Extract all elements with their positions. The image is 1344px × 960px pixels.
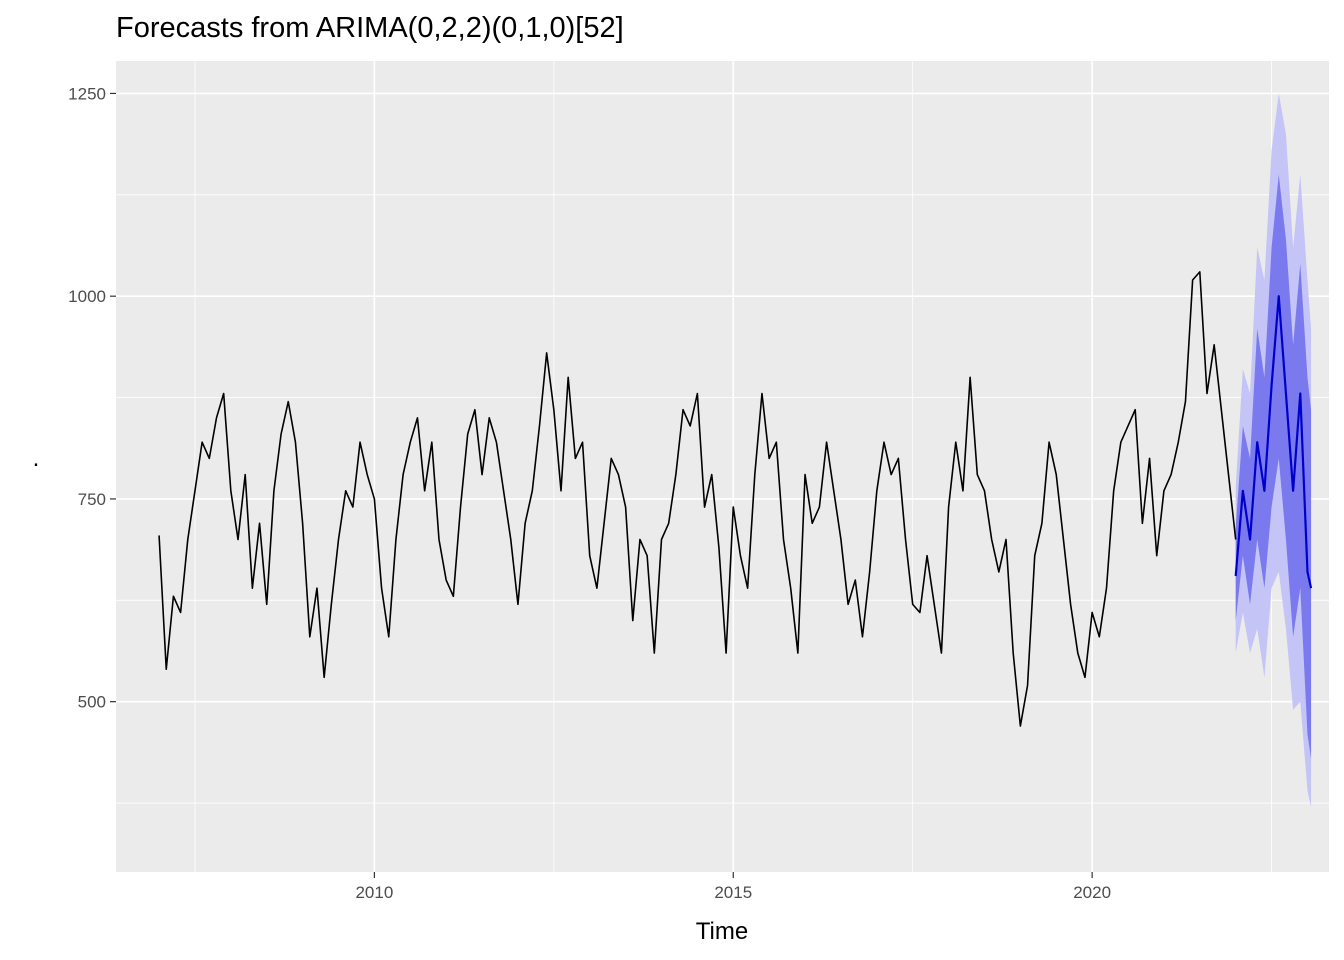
plot-panel [116, 61, 1329, 872]
prediction-band-80 [1235, 174, 1312, 759]
series-lines [158, 271, 1313, 727]
y-tick-label: 1250 [68, 84, 106, 103]
x-tick-label: 2015 [714, 883, 752, 902]
x-tick-label: 2020 [1073, 883, 1111, 902]
x-tick-label: 2010 [355, 883, 393, 902]
y-axis-title: . [33, 445, 40, 472]
forecast-line [1234, 295, 1313, 589]
y-tick-label: 1000 [68, 287, 106, 306]
x-axis-title: Time [696, 918, 748, 945]
prediction-intervals [1235, 93, 1312, 808]
chart-title: Forecasts from ARIMA(0,2,2)(0,1,0)[52] [116, 12, 624, 44]
axes: 2010 2015 2020 500 750 1000 1250 [68, 84, 1111, 902]
y-tick-label: 500 [78, 693, 106, 712]
history-line [158, 271, 1237, 727]
y-tick-label: 750 [78, 490, 106, 509]
